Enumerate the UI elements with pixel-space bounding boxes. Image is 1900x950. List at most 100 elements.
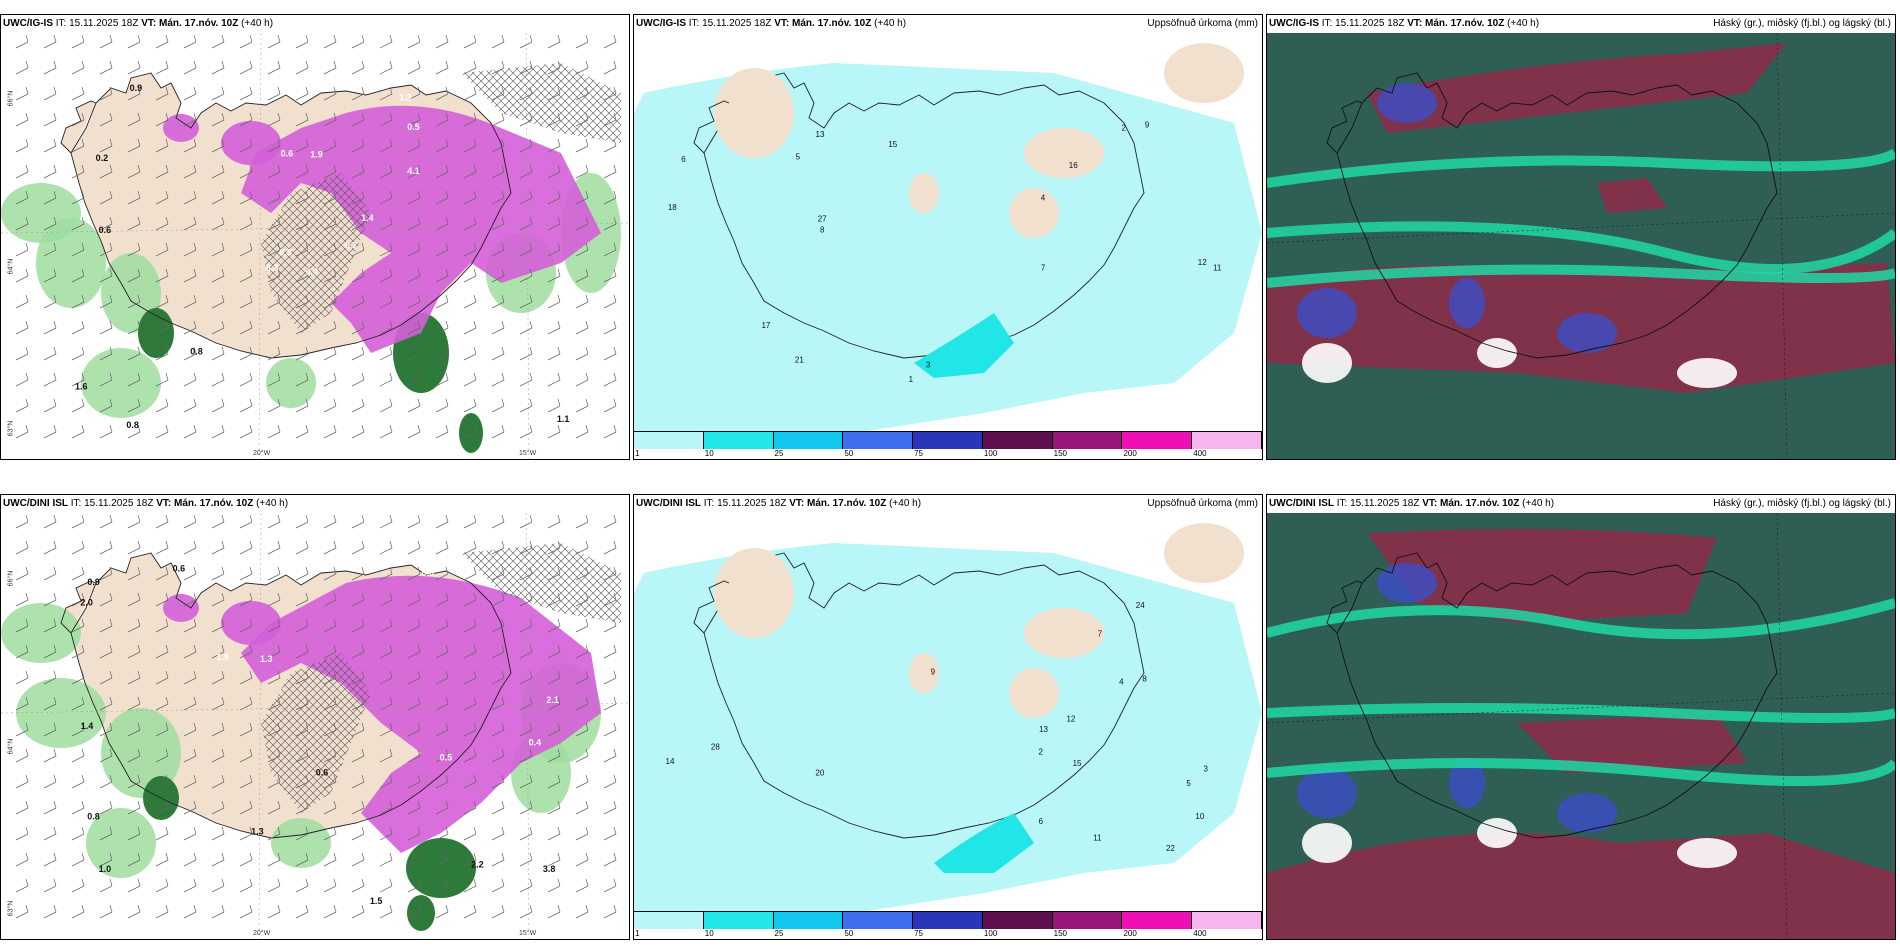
valid-label: VT: [1422,498,1441,509]
axis-label-lon15: 15°W [519,930,537,937]
no-precip-area [714,68,794,158]
legend-tick-label: 400 [1193,449,1207,458]
model-name: UWC/IG-IS [3,18,53,29]
precip-value-label: 1.3 [260,654,273,664]
legend-swatch [982,432,1053,449]
cloud-cover-map [1267,33,1895,459]
valid-label: VT: [156,498,175,509]
accum-value-label: 12 [1198,258,1207,267]
precip-value-label: 0.8 [87,811,100,821]
coastline-westfjords [60,100,97,154]
mid-cloud-area [1267,833,1895,939]
precip-value-label: 0.9 [87,577,100,587]
precip-value-label: 0.6 [173,564,186,574]
init-time: 15.11.2025 18Z [69,18,139,29]
coastline-westfjords [1326,100,1363,154]
model-name: UWC/DINI ISL [1269,498,1334,509]
accum-value-label: 7 [1041,263,1046,272]
map-panel-dini-accum: 2 3 4 5 6 7 8 9 10 11 12 13 14 15 20 22 24 28 1 10 25 50 75 100… [633,494,1263,940]
model-name: UWC/DINI ISL [3,498,68,509]
product-title: Uppsöfnuð úrkoma (mm) [1147,18,1258,29]
legend-tick-label: 100 [983,449,998,458]
land-area-westfjords [61,101,96,153]
legend-swatch [773,432,844,449]
mixed-precip-hatch [261,173,371,333]
axis-label-lat66: 66°N [7,90,15,107]
precip-value-label: 2.2 [471,860,484,870]
precip-value-label: 1.9 [216,652,229,662]
coastline [70,72,512,359]
cloud-edge-band [1267,703,1895,723]
low-cloud-area [1297,768,1357,818]
precip-value-label: 0.7 [345,240,358,250]
panel-header: UWC/DINI ISL IT: 15.11.2025 18Z VT: Mán.… [1269,498,1554,509]
low-cloud-area [1377,563,1437,603]
accum-value-label: 5 [1186,779,1191,788]
accum-value-label: 6 [1039,817,1044,826]
legend-tick-label: 100 [983,929,998,938]
precip-value-label: 1.0 [566,133,579,143]
precip-type-map: 0.5 0.4 1.0 0.6 1.3 2.2 0.8 0.3 1.9 1.5 2.0 1.4 0.9 3… [1,513,629,939]
cloud-edge-band [1267,758,1895,786]
clear-sky-area [1677,838,1737,868]
clear-sky-area [1477,818,1517,848]
legend-swatch [634,432,704,449]
mid-cloud-area [1367,529,1717,623]
map-panel-igis-ptype: 0.4 0.2 0.3 1.6 1.4 0.8 1.3 1.9 0.5 0.7 0.9 1.1 0.6 1… [0,14,630,460]
precip-value-label: 1.1 [557,414,570,424]
init-time: 15.11.2025 18Z [1335,18,1405,29]
mixed-precip-hatch [261,653,371,813]
accum-value-label: 27 [818,215,827,224]
axis-label-lon20: 20°W [253,930,271,937]
coastline [1336,552,1778,839]
legend-tick-label: 25 [774,449,784,458]
valid-time: Mán. 17.nóv. 10Z [792,18,872,29]
accum-value-label: 8 [1142,674,1147,683]
legend-swatch [1122,432,1193,449]
accum-value-label: 15 [1073,759,1082,768]
panel-header: UWC/IG-IS IT: 15.11.2025 18Z VT: Mán. 17… [636,18,906,29]
accum-value-label: 18 [668,203,677,212]
init-label: IT: [703,498,718,509]
init-time: 15.11.2025 18Z [702,18,772,29]
legend-swatch [1192,432,1262,449]
lead-time: (+40 h) [256,498,289,509]
valid-time: Mán. 17.nóv. 10Z [1440,498,1520,509]
valid-time: Mán. 17.nóv. 10Z [807,498,887,509]
accum-value-label: 11 [1093,834,1102,843]
accumulated-precip-map: 2 3 4 5 6 7 8 9 10 11 12 13 14 15 20 22 24 28 [634,513,1262,939]
precip-legend: 1 10 25 50 75 100 150 200 400 [634,911,1262,939]
no-precip-area [714,548,794,638]
precip-value-label: 0.9 [130,83,143,93]
init-time: 15.11.2025 18Z [84,498,154,509]
heavy-accum-area [934,813,1034,873]
graticule [1776,33,1788,459]
graticule [1776,513,1788,939]
lead-time: (+40 h) [241,18,274,29]
valid-time: Mán. 17.nóv. 10Z [174,498,254,509]
legend-tick-label: 200 [1123,449,1137,458]
cloud-cover-map [1267,513,1895,939]
mixed-precip-hatch [461,543,621,623]
accum-value-label: 17 [761,321,770,330]
legend-swatch [913,432,983,449]
lead-time: (+40 h) [889,498,922,509]
graticule [525,33,530,459]
accum-value-label: 3 [926,361,931,370]
heavy-rain-area [459,413,483,453]
axis-label-lat63: 63°N [7,900,15,917]
accum-value-label: 20 [815,768,824,777]
precip-value-label: 1.4 [361,213,374,223]
init-label: IT: [1336,498,1351,509]
rain-area [36,218,106,308]
legend-swatch [1122,912,1193,929]
accum-value-label: 5 [796,152,801,161]
no-precip-area [909,653,939,693]
panel-header: UWC/IG-IS IT: 15.11.2025 18Z VT: Mán. 17… [3,18,273,29]
heavy-accum-area [914,313,1014,378]
legend-swatch [843,432,914,449]
snow-area [241,105,601,354]
coastline-westfjords [1326,580,1363,634]
low-cloud-area [1377,83,1437,123]
precip-value-label: 0.5 [407,122,420,132]
